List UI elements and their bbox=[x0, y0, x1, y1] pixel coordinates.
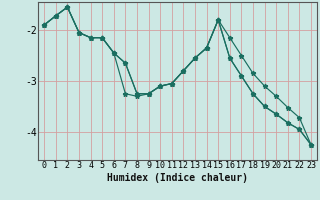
X-axis label: Humidex (Indice chaleur): Humidex (Indice chaleur) bbox=[107, 173, 248, 183]
